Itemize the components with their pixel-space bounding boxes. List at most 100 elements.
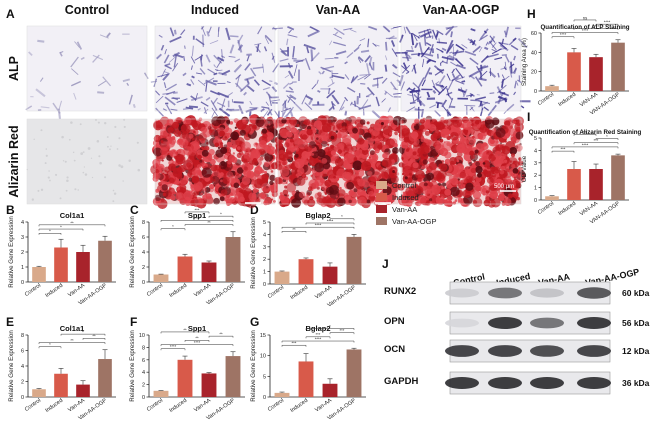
ar-stain-mark <box>390 175 399 184</box>
ar-stain-mark <box>366 199 371 204</box>
alp-stain-mark <box>367 25 378 31</box>
alp-stain-mark <box>128 94 133 105</box>
alp-stain-mark <box>234 58 241 63</box>
ar-stain-mark <box>219 130 226 137</box>
bg-speck <box>104 176 107 179</box>
ar-stain-mark <box>402 191 406 195</box>
micrograph-frame <box>26 118 148 205</box>
alp-stain-mark <box>243 91 248 96</box>
y-tick-label: 15 <box>260 333 266 339</box>
alp-stain-mark <box>331 94 340 105</box>
ar-stain-mark <box>392 126 396 130</box>
sig-label: **** <box>604 20 611 25</box>
ar-stain-mark <box>284 142 290 148</box>
bg-speck <box>106 136 109 138</box>
alp-stain-mark <box>472 45 481 54</box>
alp-stain-mark <box>510 44 519 51</box>
ar-stain-mark <box>266 146 276 155</box>
alp-stain-mark <box>182 72 187 77</box>
alp-stain-mark <box>412 96 422 103</box>
alp-stain-mark <box>261 79 272 87</box>
alp-stain-mark <box>452 50 465 55</box>
alp-stain-mark <box>478 77 487 82</box>
alp-stain-mark <box>483 106 490 112</box>
ar-stain-mark <box>152 172 159 179</box>
alp-stain-mark <box>304 57 311 71</box>
ar-stain-mark <box>183 190 193 201</box>
ar-stain-mark <box>381 171 389 179</box>
bg-speck <box>40 129 43 132</box>
col-label-1: Induced <box>191 3 239 17</box>
ar-stain-mark <box>474 149 479 154</box>
ar-stain-mark <box>175 154 186 165</box>
alp-stain-mark <box>92 54 104 61</box>
ar-stain-mark <box>472 197 483 208</box>
alp-stain-mark <box>239 82 250 93</box>
alp-stain-mark <box>308 98 313 106</box>
sig-label: *** <box>561 147 566 152</box>
ar-stain-mark <box>380 137 384 141</box>
blot-band <box>445 377 479 389</box>
ar-stain-mark <box>482 192 486 196</box>
alp-stain-mark <box>446 91 453 96</box>
ar-stain-mark <box>493 166 501 174</box>
alp-stain-mark <box>391 48 398 57</box>
alp-stain-mark <box>382 25 391 33</box>
alp-stain-mark <box>37 39 45 43</box>
bg-speck <box>104 121 107 125</box>
ar-stain-mark <box>271 198 274 201</box>
sig-label: *** <box>316 332 321 337</box>
x-tick-label: Control <box>146 283 164 298</box>
sig-label: *** <box>292 341 297 346</box>
alp-stain-mark <box>469 74 476 80</box>
alp-stain-mark <box>293 64 298 77</box>
alp-stain-mark <box>59 51 63 57</box>
ar-stain-mark <box>161 184 168 191</box>
alp-stain-mark <box>283 109 293 118</box>
ar-stain-mark <box>191 137 195 141</box>
alp-stain-mark <box>405 26 412 35</box>
sig-label: **** <box>593 24 600 29</box>
ar-stain-mark <box>442 182 447 187</box>
y-tick-label: 8 <box>142 220 145 226</box>
alp-stain-mark <box>405 71 410 75</box>
bg-speck <box>96 139 100 143</box>
x-tick-label: Control <box>537 92 555 107</box>
ar-stain-mark <box>309 183 313 187</box>
ar-stain-mark <box>498 194 505 201</box>
ar-stain-mark <box>331 158 335 162</box>
ar-stain-mark <box>226 120 231 124</box>
alp-stain-mark <box>449 105 456 109</box>
ar-stain-mark <box>348 189 355 196</box>
y-tick-label: 3 <box>534 161 537 167</box>
ar-stain-mark <box>270 188 277 194</box>
alp-stain-mark <box>154 90 161 96</box>
alp-stain-mark <box>460 87 465 96</box>
y-axis-label: Relative Gene Expression <box>129 330 136 402</box>
alp-stain-mark <box>122 78 131 83</box>
ar-stain-mark <box>382 152 388 159</box>
ar-stain-mark <box>229 154 236 161</box>
alp-stain-mark <box>391 63 398 69</box>
ar-stain-mark <box>488 153 497 162</box>
alp-stain-mark <box>411 63 417 72</box>
bar-induced <box>54 373 68 397</box>
ar-stain-mark <box>374 148 380 154</box>
ar-stain-mark <box>191 176 199 184</box>
blot-band <box>488 345 522 357</box>
micrograph-frame <box>400 118 522 205</box>
alp-stain-mark <box>252 66 264 70</box>
ar-stain-mark <box>485 118 495 129</box>
alp-stain-mark <box>491 42 497 48</box>
alp-stain-mark <box>497 84 507 94</box>
alp-stain-mark <box>205 54 211 63</box>
ar-stain-mark <box>494 150 502 159</box>
alp-stain-mark <box>221 98 226 109</box>
alp-stain-mark <box>180 29 186 36</box>
alp-stain-mark <box>477 65 489 71</box>
alp-stain-mark <box>335 50 347 56</box>
ar-stain-mark <box>307 186 313 191</box>
bar-control <box>274 392 290 397</box>
alp-stain-mark <box>160 44 165 51</box>
scale-bar-label: 500 μm <box>494 184 514 190</box>
